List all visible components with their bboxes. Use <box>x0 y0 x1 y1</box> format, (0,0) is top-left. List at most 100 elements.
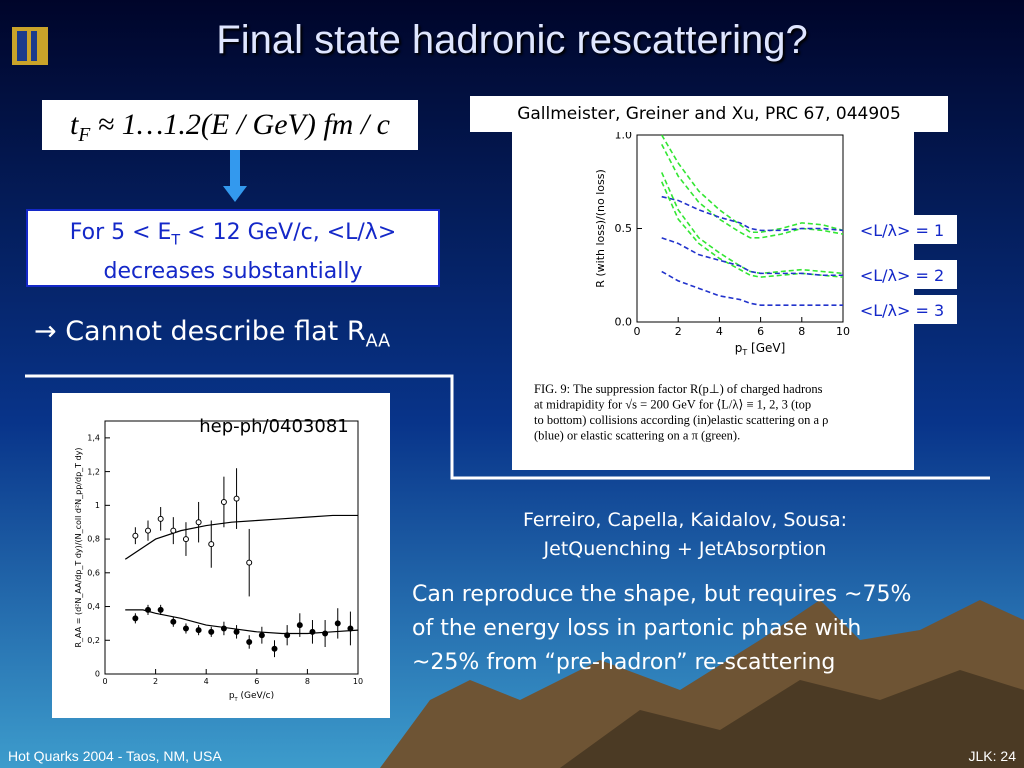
label: p <box>229 691 235 701</box>
point <box>284 632 291 639</box>
point <box>195 627 202 634</box>
text: of the energy loss in partonic phase wit… <box>412 616 862 641</box>
x-tick-label: 8 <box>305 677 310 686</box>
caption: at midrapidity for √s = 200 GeV for ⟨L/λ… <box>534 398 811 412</box>
y-tick-label: 0 <box>95 670 100 679</box>
figure-label: hep-ph/0403081 <box>199 416 348 437</box>
x-tick-label: 0 <box>634 325 641 338</box>
point <box>132 615 139 622</box>
y-axis-label: R_AA = (d²N_AA/dp_T dy)/(N_coll d²N_pp/d… <box>74 447 83 647</box>
y-tick-label: 0,4 <box>87 602 100 611</box>
label-box <box>848 295 957 324</box>
title: Final state hadronic rescattering? <box>216 18 808 62</box>
point <box>233 628 240 635</box>
x-axis-label: pT (GeV/c) <box>229 691 274 703</box>
curve <box>125 609 359 635</box>
text: Ferreiro, Capella, Kaidalov, Sousa: <box>522 509 848 531</box>
x-tick-label: 2 <box>153 677 158 686</box>
curve <box>661 237 843 277</box>
label: p <box>735 341 743 355</box>
y-tick-label: 0.0 <box>615 316 633 329</box>
point <box>220 498 227 505</box>
point <box>157 515 164 522</box>
sub: T <box>171 232 181 249</box>
logo <box>12 27 48 65</box>
label: [GeV] <box>747 341 785 355</box>
point <box>233 495 240 502</box>
x-tick-label: 10 <box>836 325 850 338</box>
figure2-panel <box>52 393 390 718</box>
reference: Gallmeister, Greiner and Xu, PRC 67, 044… <box>470 96 948 132</box>
point <box>309 628 316 635</box>
point <box>347 625 354 632</box>
sub: AA <box>365 331 391 352</box>
point <box>334 620 341 627</box>
x-tick-label: 0 <box>102 677 107 686</box>
reference: Ferreiro, Capella, Kaidalov, Sousa: JetQu… <box>460 506 910 564</box>
label-sub: T <box>741 348 747 357</box>
body-text: Can reproduce the shape, but requires ~7… <box>412 578 911 680</box>
text: < 12 GeV/c, <L/λ> <box>180 220 397 245</box>
y-tick-label: 0,8 <box>87 535 100 544</box>
point <box>170 618 177 625</box>
point <box>132 532 139 539</box>
point <box>170 527 177 534</box>
text: Can reproduce the shape, but requires ~7… <box>412 582 912 607</box>
x-tick-label: 4 <box>716 325 723 338</box>
text: For 5 < E <box>69 220 172 245</box>
claim: → Cannot describe flat RAA <box>34 316 390 351</box>
curve <box>124 514 358 560</box>
text: ~25% from “pre-hadron” re-scattering <box>412 650 836 675</box>
divider <box>25 374 990 480</box>
curve <box>661 134 844 234</box>
label-box <box>848 215 957 244</box>
label: (GeV/c) <box>238 691 275 701</box>
point <box>258 632 265 639</box>
y-tick-label: 1 <box>95 501 100 510</box>
point <box>246 559 253 566</box>
formula: tF ≈ 1…1.2(E / GeV) fm / c <box>42 100 418 150</box>
footer-left: Hot Quarks 2004 - Taos, NM, USA <box>8 748 222 764</box>
label-box <box>848 260 957 289</box>
curve-label: <L/λ> = 1 <box>860 221 944 240</box>
text: decreases substantially <box>103 259 363 285</box>
curve <box>661 143 844 239</box>
point <box>322 630 329 637</box>
point <box>145 606 152 613</box>
point <box>195 519 202 526</box>
point <box>296 622 303 629</box>
x-tick-label: 6 <box>254 677 259 686</box>
point <box>246 638 253 645</box>
y-tick-label: 0.5 <box>615 222 633 235</box>
label-sub: T <box>234 697 239 703</box>
point <box>182 625 189 632</box>
x-tick-label: 4 <box>204 677 209 686</box>
formula-sub: F <box>78 125 91 146</box>
caption: to bottom) collisions according (in)elas… <box>534 413 828 427</box>
y-tick-label: 0,2 <box>87 636 100 645</box>
point <box>208 541 215 548</box>
x-tick-label: 2 <box>675 325 682 338</box>
point <box>182 536 189 543</box>
point <box>208 628 215 635</box>
x-axis-label: pT [GeV] <box>735 341 786 357</box>
arrow <box>223 186 247 202</box>
curve <box>661 195 844 232</box>
x-tick-label: 8 <box>798 325 805 338</box>
point <box>271 645 278 652</box>
footer-right: JLK: 24 <box>968 748 1016 764</box>
y-tick-label: 1,4 <box>87 434 100 443</box>
curve <box>661 270 843 306</box>
formula-rest: ≈ 1…1.2(E / GeV) fm / c <box>97 108 390 141</box>
curve-label: <L/λ> = 2 <box>860 266 944 285</box>
x-tick-label: 10 <box>353 677 363 686</box>
y-tick-label: 0,6 <box>87 568 100 577</box>
point <box>220 625 227 632</box>
formula-t: t <box>69 108 79 141</box>
plot-frame <box>104 420 359 675</box>
point <box>157 606 164 613</box>
text: JetQuenching + JetAbsorption <box>543 538 827 560</box>
caption: FIG. 9: The suppression factor R(p⊥) of … <box>534 382 823 396</box>
